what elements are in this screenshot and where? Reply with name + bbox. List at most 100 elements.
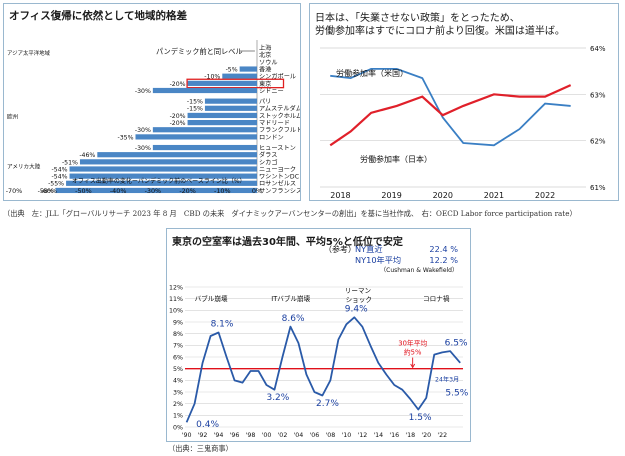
y-tick-label: 6%: [173, 354, 183, 361]
x-tick-label: '12: [357, 432, 367, 439]
y-tick-label: 1%: [173, 413, 183, 420]
category-label: ソウル: [259, 58, 278, 66]
x-tick-label: '06: [310, 432, 320, 439]
value-label: -54%: [52, 174, 68, 181]
y-tick-label: 62%: [590, 138, 606, 146]
x-tick-label: '08: [326, 432, 336, 439]
x-tick-label: '22: [437, 432, 447, 439]
x-tick-label: '04: [294, 432, 304, 439]
annotation-lehman-1: リーマン: [345, 287, 372, 295]
x-tick-label: '18: [405, 432, 415, 439]
source-top: （出典 左：JLL「グローバルリサーチ 2023 年 8 月 CBD の未来 ダ…: [3, 209, 577, 218]
value-label: -51%: [62, 159, 78, 166]
x-tick-label: -70%: [6, 187, 23, 195]
ref-ny-value: 22.4 %: [429, 244, 458, 254]
category-label: ストックホルム: [259, 113, 300, 120]
group-label-0: アジア太平洋地域: [7, 49, 51, 57]
category-label: サンフランシスコ: [259, 188, 300, 195]
chart-c-title: 東京の空室率は過去30年間、平均5%と低位で安定: [172, 237, 403, 248]
category-label: ニューヨーク: [259, 166, 296, 173]
x-tick-label: '00: [262, 432, 272, 439]
annotation-latest: 24年3月: [435, 376, 459, 384]
value-label: -15%: [187, 99, 203, 106]
y-tick-label: 9%: [173, 319, 183, 326]
value-label: -54%: [52, 166, 68, 173]
data-label: 3.2%: [266, 393, 289, 403]
bar-ワシントンDC: [69, 173, 258, 179]
y-tick-label: 0%: [173, 424, 183, 431]
category-label: ロサンゼルス: [259, 180, 296, 188]
group-label-2: アメリカ大陸: [7, 162, 41, 170]
vacancy-line: [185, 316, 461, 423]
value-label: -5%: [226, 66, 238, 73]
y-tick-label: 2%: [173, 401, 183, 408]
x-tick-label: 2021: [484, 191, 504, 200]
y-tick-label: 5%: [173, 366, 183, 373]
source-bottom: （出典：三鬼商事）: [168, 444, 233, 453]
value-label: -20%: [170, 81, 186, 88]
data-label: 1.5%: [409, 413, 432, 423]
category-label: シドニー: [259, 88, 284, 95]
x-tick-label: '98: [246, 432, 256, 439]
value-label: -30%: [135, 88, 151, 95]
tokyo-vacancy-chart: 0% 1% 2% 3% 4% 5% 6% 7% 8% 9% 10% 11% 12% '90 '92 '94 '9…: [169, 244, 469, 439]
group-label-1: 欧州: [7, 112, 18, 120]
x-tick-label: '14: [373, 432, 383, 439]
x-tick-label: -50%: [75, 187, 92, 195]
x-tick-label: -20%: [179, 187, 196, 195]
data-label: 0.4%: [196, 420, 219, 430]
chart-a-title: オフィス復帰に依然として地域的格差: [9, 10, 187, 22]
y-tick-label: 11%: [169, 296, 183, 303]
x-tick-label: 2019: [381, 191, 401, 200]
y-tick-label: 10%: [169, 308, 183, 315]
category-label: ヒューストン: [259, 145, 296, 152]
series-line-us: [330, 67, 571, 147]
x-tick-label: -60%: [40, 187, 57, 195]
x-tick-label: 2018: [330, 191, 350, 200]
annotation-bubble: バブル崩壊: [195, 294, 228, 303]
annotation-avg-1: 30年平均: [398, 338, 427, 347]
value-label: -55%: [48, 181, 64, 188]
ref-ny-label: NY直近: [355, 244, 383, 254]
annotation-it-bubble: ITバブル崩壊: [271, 294, 310, 303]
ref-ny10-value: 12.2 %: [429, 255, 458, 265]
ref-label: （参考）: [324, 244, 356, 254]
bar-ロサンゼルス: [66, 180, 257, 186]
y-tick-label: 8%: [173, 331, 183, 338]
bar-ロンドン: [135, 134, 257, 140]
ref-source: （Cushman & Wakefield）: [380, 267, 458, 274]
x-tick-label: '92: [198, 432, 208, 439]
x-tick-label: 0%: [252, 187, 262, 195]
value-label: -46%: [79, 152, 95, 159]
series-label-us: 労働参加率（米国）: [336, 68, 408, 78]
value-label: -30%: [135, 127, 151, 134]
bar-サンフランシスコ: [55, 187, 258, 194]
bar-シドニー: [152, 87, 257, 94]
series-label-japan: 労働参加率（日本）: [360, 154, 432, 164]
x-tick-label: 2020: [433, 191, 453, 200]
category-label: シンガポール: [259, 73, 296, 81]
x-tick-label: '90: [182, 432, 192, 439]
category-label: 東京: [259, 80, 271, 88]
annotation-lehman-2: ショック: [346, 296, 372, 304]
category-label: アムステルダム: [259, 105, 300, 113]
bar-シンガポール: [222, 73, 257, 79]
data-label: 8.6%: [282, 314, 305, 324]
value-label: -20%: [170, 113, 186, 120]
y-tick-label: 63%: [590, 91, 606, 99]
x-tick-label: '20: [421, 432, 431, 439]
value-label: -58%: [38, 188, 54, 195]
bar-シカゴ: [79, 159, 257, 165]
y-tick-label: 7%: [173, 343, 183, 350]
category-label: マドリード: [259, 120, 290, 127]
data-label: 5.5%: [445, 389, 468, 399]
bar-マドリード: [187, 120, 257, 126]
category-label: ワシントンDC: [259, 174, 299, 181]
panel-tokyo-vacancy: 東京の空室率は過去30年間、平均5%と低位で安定 0% 1% 2% 3% 4% 5% 6% 7…: [166, 228, 471, 442]
x-tick-label: -30%: [145, 187, 162, 195]
annotation-avg-2: 約5%: [404, 348, 422, 357]
bar-パリ: [204, 98, 257, 104]
y-tick-label: 4%: [173, 378, 183, 385]
category-label: ロンドン: [259, 134, 284, 141]
